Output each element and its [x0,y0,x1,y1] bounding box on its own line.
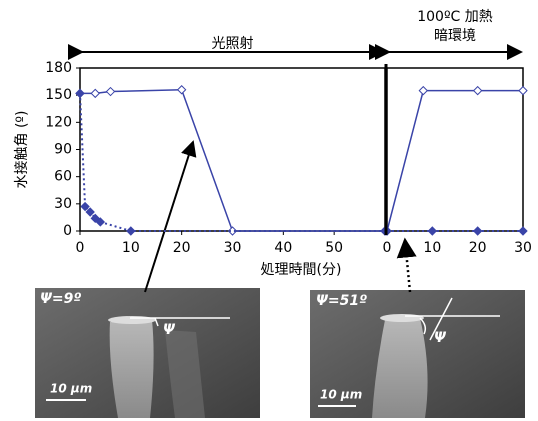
x-axis-label: 処理時間(分) [261,262,342,278]
series-line [80,93,385,231]
data-point [519,227,527,235]
data-point [474,227,482,235]
annotation: 暗環境 [434,28,476,44]
series-line [387,91,523,231]
pointer-arrow [405,240,410,292]
data-point [107,88,115,96]
image-psi: Ψ [163,322,176,338]
x-tick-label: 10 [122,240,140,256]
y-tick-label: 60 [54,169,72,185]
image-scale: 10 μm [50,382,92,396]
series-line [80,90,385,231]
x-tick-label: 30 [224,240,242,256]
image-scale: 10 μm [320,388,362,402]
pointer-arrow [145,142,193,292]
y-tick-label: 0 [63,223,72,239]
y-axis-label: 水接触角 (º) [13,111,30,189]
x-tick-label: 50 [325,240,343,256]
figure: Ψ=9º Ψ 10 μm Ψ=51º Ψ 10 μm 0 30 60 90 120 150… [0,0,538,421]
data-point [474,87,482,95]
y-tick-label: 180 [45,60,72,76]
x-tick-label: 20 [173,240,191,256]
data-point [91,89,99,97]
x-tick-label: 0 [383,240,392,256]
data-point [76,89,84,97]
x-tick-label: 30 [514,240,532,256]
x-tick-label: 40 [274,240,292,256]
data-point [81,203,89,211]
x-tick-label: 20 [469,240,487,256]
data-point [178,86,186,94]
data-point [519,87,527,95]
image-psi: Ψ [434,330,447,346]
y-tick-label: 30 [54,196,72,212]
data-point [419,87,427,95]
image-angle: Ψ=51º [316,293,367,309]
y-tick-label: 90 [54,142,72,158]
sem-image-left [35,288,260,418]
y-tick-label: 150 [45,87,72,103]
y-tick-label: 120 [45,114,72,130]
annotation: 光照射 [212,36,254,52]
data-point [428,227,436,235]
x-tick-label: 10 [423,240,441,256]
image-angle: Ψ=9º [40,291,81,307]
x-tick-label: 0 [76,240,85,256]
data-point [127,227,135,235]
annotation: 100ºC 加熱 [417,9,493,25]
plot-frame [80,68,385,231]
